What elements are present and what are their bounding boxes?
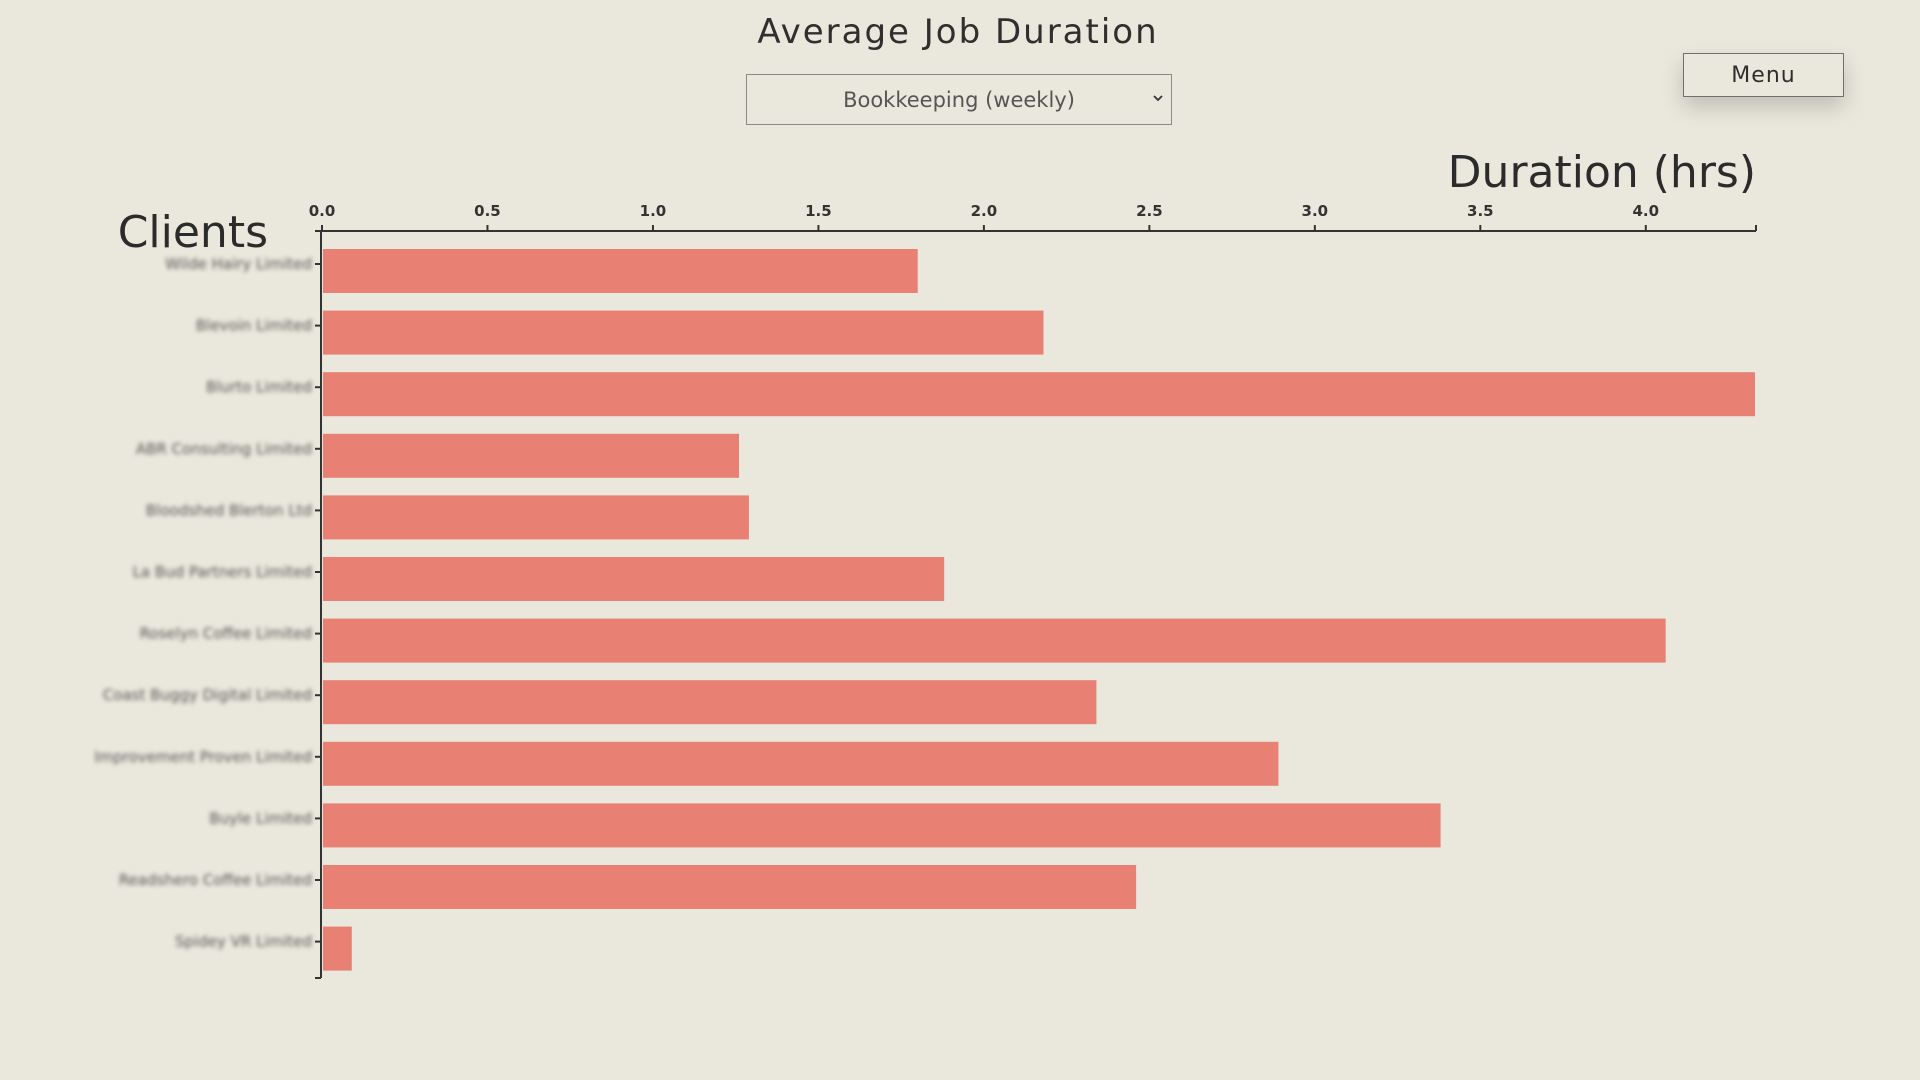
bar [323,433,739,478]
category-label: Readshero Coffee Limited [119,871,312,889]
job-type-select-value: Bookkeeping (weekly) [843,87,1075,112]
menu-button[interactable]: Menu [1683,53,1844,97]
bar [323,557,945,601]
category-label: Bloodshed Blerton Ltd [146,501,312,519]
category-label: Roselyn Coffee Limited [140,625,312,643]
page-title: Average Job Duration [757,12,1159,52]
bar [323,249,918,293]
bar [323,803,1441,848]
x-tick-label: 2.5 [1136,202,1163,220]
x-axis-title: Duration (hrs) [1448,147,1756,198]
x-tick-label: 3.5 [1467,202,1494,220]
category-label: Wilde Hairy Limited [165,255,312,273]
bar [323,372,1755,417]
category-label: Blevoin Limited [196,317,312,335]
category-label: Improvement Proven Limited [94,748,312,766]
bar [323,495,749,540]
x-tick-label: 1.0 [640,202,667,220]
category-label: ABR Consulting Limited [136,440,312,458]
chevron-down-icon [1153,95,1163,102]
x-tick-label: 2.0 [971,202,998,220]
category-label: Spidey VR Limited [175,933,312,951]
bar [323,310,1044,355]
bar [323,680,1097,725]
y-axis-title: Clients [118,207,268,258]
x-tick-label: 4.0 [1632,202,1659,220]
x-tick-label: 0.5 [474,202,501,220]
bar [323,926,352,971]
x-tick-label: 1.5 [805,202,832,220]
x-tick-label: 3.0 [1302,202,1329,220]
bar [323,865,1137,909]
bar [323,741,1279,786]
job-type-select[interactable]: Bookkeeping (weekly) [746,74,1172,125]
category-label: La Bud Partners Limited [133,563,312,581]
x-tick-label: 0.0 [309,202,336,220]
category-label: Buyle Limited [209,809,312,827]
category-label: Coast Buggy Digital Limited [103,686,312,704]
bar [323,618,1666,663]
category-label: Blurto Limited [206,378,312,396]
